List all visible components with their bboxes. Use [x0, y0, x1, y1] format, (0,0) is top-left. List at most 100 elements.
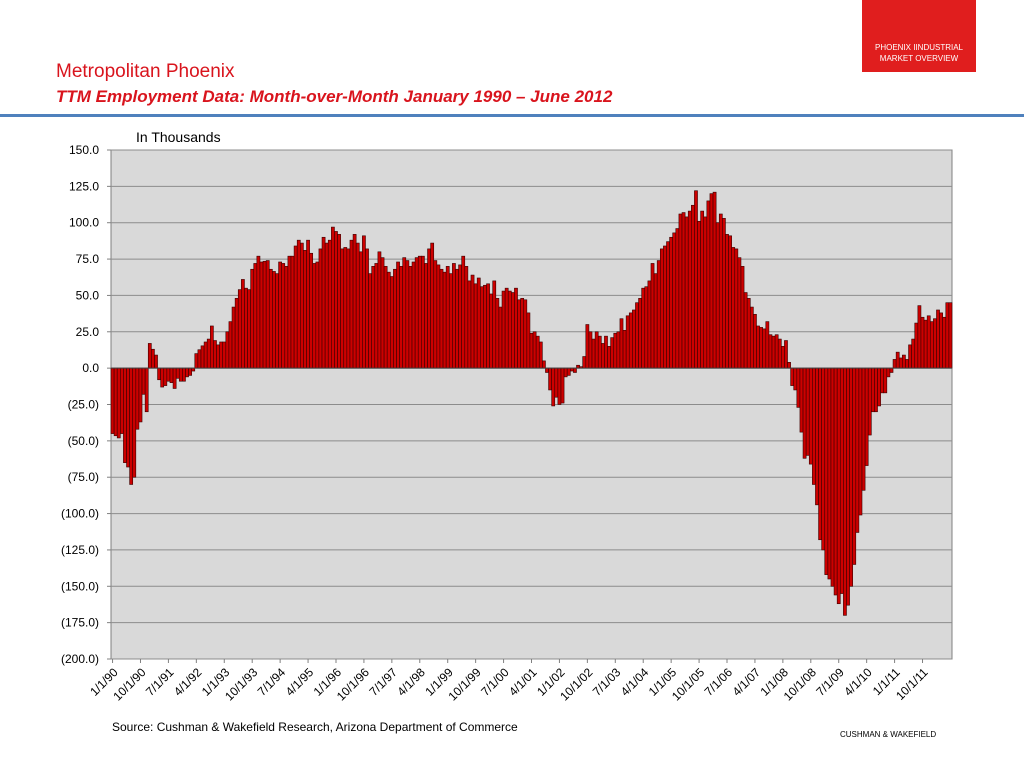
bar	[430, 242, 435, 369]
bar	[867, 367, 872, 436]
bar	[504, 287, 509, 369]
bar	[331, 226, 335, 369]
bar	[511, 292, 515, 369]
x-tick-label: 7/1/00	[478, 665, 512, 699]
x-tick-label: 10/1/11	[893, 665, 931, 703]
bar	[154, 354, 158, 369]
bar	[275, 273, 279, 369]
bar	[821, 367, 826, 551]
x-tick-label: 4/1/98	[394, 665, 428, 699]
bar	[194, 353, 199, 369]
bar	[169, 367, 174, 383]
bar	[287, 255, 292, 369]
bar	[675, 228, 680, 369]
bar	[293, 245, 298, 369]
bar	[337, 234, 341, 369]
bar	[768, 334, 773, 369]
bar	[374, 263, 379, 369]
bar	[448, 273, 453, 369]
bar	[734, 248, 739, 369]
bar	[259, 261, 264, 369]
bar	[126, 367, 130, 468]
header-divider	[0, 114, 1024, 117]
bar	[818, 367, 822, 541]
bar	[467, 280, 472, 369]
bar	[262, 260, 267, 369]
bar	[501, 290, 506, 369]
bar	[479, 286, 484, 369]
bar	[250, 268, 255, 369]
bar	[309, 252, 314, 369]
bar	[610, 337, 615, 369]
bar	[380, 257, 385, 369]
bar	[517, 299, 521, 369]
bar	[765, 321, 770, 369]
bar	[706, 200, 711, 369]
bar	[864, 367, 869, 466]
bar	[594, 331, 599, 369]
bar	[781, 346, 785, 369]
bar	[902, 354, 906, 369]
bar	[880, 367, 885, 394]
bar	[948, 302, 953, 369]
y-tick-label: (100.0)	[61, 507, 99, 521]
bar	[622, 330, 627, 369]
bar	[694, 190, 698, 369]
bar	[200, 345, 205, 369]
x-tick-label: 7/1/94	[255, 665, 289, 699]
page-subtitle: TTM Employment Data: Month-over-Month Ja…	[56, 87, 613, 106]
bar	[424, 263, 428, 369]
x-tick-label: 7/1/06	[702, 665, 736, 699]
bar	[839, 367, 844, 594]
bar	[377, 251, 382, 369]
report-badge: PHOENIX IINDUSTRIAL MARKET OVERVIEW	[862, 0, 976, 72]
bar	[718, 213, 723, 369]
bar	[318, 248, 323, 369]
bar	[135, 367, 140, 430]
bar	[929, 321, 934, 369]
bar	[573, 367, 577, 373]
bar	[616, 331, 621, 369]
bar	[923, 319, 928, 369]
y-tick-label: (175.0)	[61, 616, 99, 630]
bar	[231, 306, 236, 369]
bar	[560, 367, 565, 404]
bar	[278, 261, 282, 369]
bar	[178, 367, 183, 382]
bar	[625, 315, 630, 369]
bar	[352, 234, 357, 369]
bar	[700, 210, 705, 369]
bar	[945, 302, 950, 369]
x-tick-label: 4/1/95	[283, 665, 317, 699]
bar	[113, 367, 118, 437]
bar	[855, 367, 860, 533]
bar	[461, 255, 466, 369]
bar	[653, 273, 658, 369]
bar	[697, 220, 701, 369]
bar	[321, 236, 326, 369]
bar	[138, 367, 143, 423]
bar	[756, 325, 760, 369]
bar	[852, 367, 857, 565]
bar	[936, 309, 940, 369]
bar	[535, 335, 540, 369]
bar	[464, 266, 469, 369]
bar	[476, 277, 481, 369]
bar	[942, 316, 947, 369]
bar	[591, 338, 596, 369]
bar	[886, 367, 891, 378]
badge-line-1: PHOENIX IINDUSTRIAL	[874, 43, 963, 52]
bar	[874, 367, 878, 413]
y-tick-label: (25.0)	[68, 398, 99, 412]
bar	[551, 367, 556, 407]
bar	[824, 367, 829, 575]
bar	[684, 216, 689, 369]
bar	[532, 331, 537, 369]
bar	[672, 232, 677, 369]
bar	[641, 287, 646, 369]
x-tick-label: 4/1/01	[506, 665, 540, 699]
bar	[715, 222, 720, 369]
bar	[489, 293, 494, 369]
bar	[712, 191, 717, 369]
bar	[691, 204, 695, 369]
